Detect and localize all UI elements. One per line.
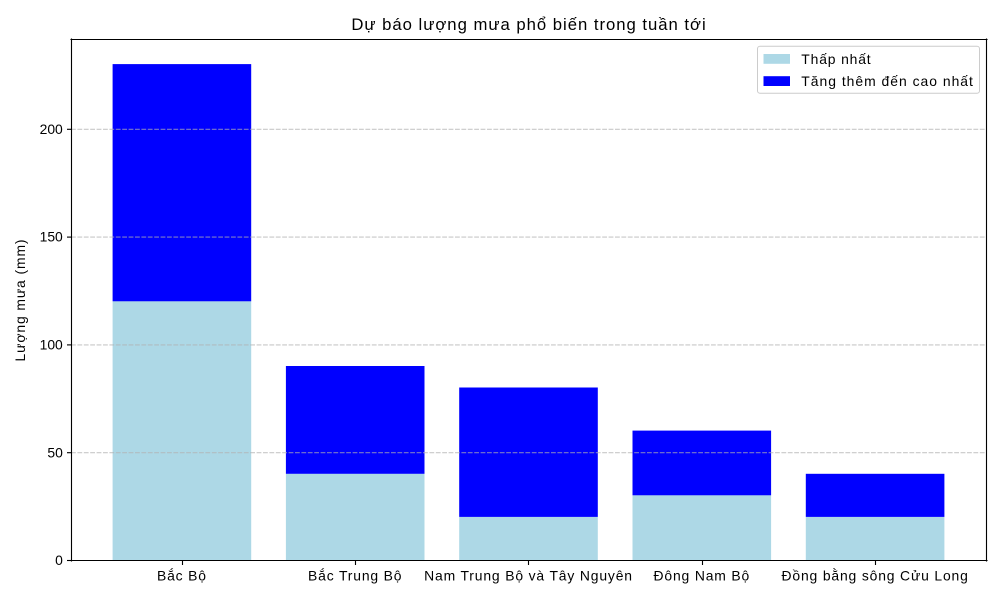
svg-text:Lượng mưa (mm): Lượng mưa (mm) xyxy=(12,239,28,362)
svg-text:Bắc Trung Bộ: Bắc Trung Bộ xyxy=(308,567,402,583)
svg-text:Đồng bằng sông Cửu Long: Đồng bằng sông Cửu Long xyxy=(782,567,969,583)
svg-text:Đông Nam Bộ: Đông Nam Bộ xyxy=(654,567,751,583)
svg-text:Tăng thêm đến cao nhất: Tăng thêm đến cao nhất xyxy=(801,73,974,89)
svg-text:Dự báo lượng mưa phổ biến tron: Dự báo lượng mưa phổ biến trong tuần tới xyxy=(351,15,706,34)
svg-text:200: 200 xyxy=(40,121,63,137)
svg-text:100: 100 xyxy=(40,336,63,352)
svg-text:50: 50 xyxy=(47,444,63,460)
svg-text:0: 0 xyxy=(55,552,63,568)
svg-text:150: 150 xyxy=(40,229,63,245)
svg-text:Nam Trung Bộ và Tây Nguyên: Nam Trung Bộ và Tây Nguyên xyxy=(424,567,633,583)
svg-text:Thấp nhất: Thấp nhất xyxy=(801,51,871,67)
svg-text:Bắc Bộ: Bắc Bộ xyxy=(157,567,207,583)
